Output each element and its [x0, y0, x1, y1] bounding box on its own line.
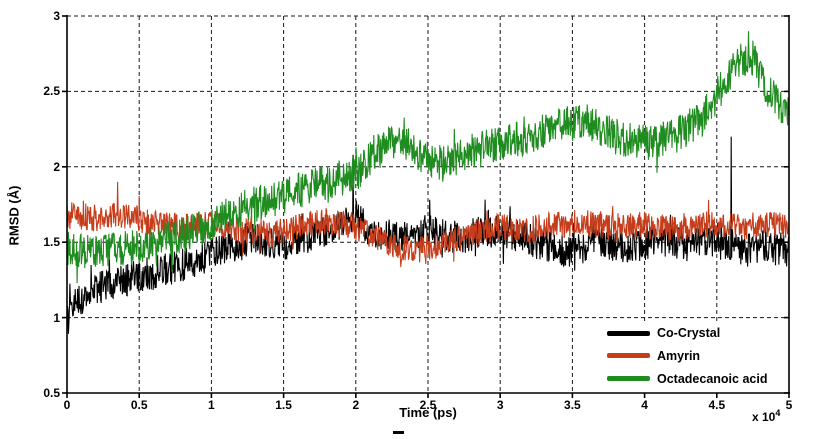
x-tick-label: 4.5	[708, 398, 726, 412]
x-tick-label: 0	[63, 398, 71, 412]
series-line-amyrin	[66, 181, 790, 268]
x-axis-exponent-label: x 104	[752, 408, 780, 424]
legend-swatch-co-crystal	[607, 330, 650, 336]
y-tick-label: 1	[53, 310, 60, 325]
x-tick-label: 0.5	[130, 398, 148, 412]
legend-label: Co-Crystal	[657, 326, 721, 341]
legend-label: Amyrin	[657, 348, 701, 363]
y-tick-label: 3	[53, 9, 60, 23]
x-tick-label: 1.5	[275, 398, 292, 412]
x-tick-label: 5	[785, 398, 793, 412]
x-axis-label: Time (ps)	[399, 405, 457, 420]
y-tick-label: 2.5	[43, 84, 60, 99]
legend-item: Co-Crystal	[601, 324, 787, 343]
legend-swatch-octadecanoic-acid	[607, 376, 650, 382]
caption-artifact-mark	[393, 431, 404, 434]
legend-swatch-amyrin	[607, 353, 650, 359]
legend-item: Octadecanoic acid	[601, 369, 787, 388]
exponent-base-text: x 10	[752, 410, 776, 424]
y-tick-label: 2	[53, 159, 60, 174]
x-tick-label: 4	[641, 398, 648, 412]
legend-item: Amyrin	[601, 346, 787, 365]
y-tick-label: 1.5	[43, 235, 60, 250]
x-tick-label: 3.5	[564, 398, 581, 412]
axis-box	[62, 15, 790, 398]
x-tick-label: 3	[496, 398, 504, 412]
exponent-sup-text: 4	[775, 408, 781, 418]
x-tick-label: 1	[208, 398, 215, 412]
y-tick-label: 0.5	[43, 386, 60, 400]
legend-label: Octadecanoic acid	[657, 371, 768, 386]
x-tick-label: 2	[352, 398, 360, 412]
series-line-octadecanoic-acid	[66, 31, 790, 284]
x-tick-label: 2.5	[419, 398, 437, 412]
legend: Co-Crystal Amyrin Octadecanoic acid	[601, 321, 787, 391]
